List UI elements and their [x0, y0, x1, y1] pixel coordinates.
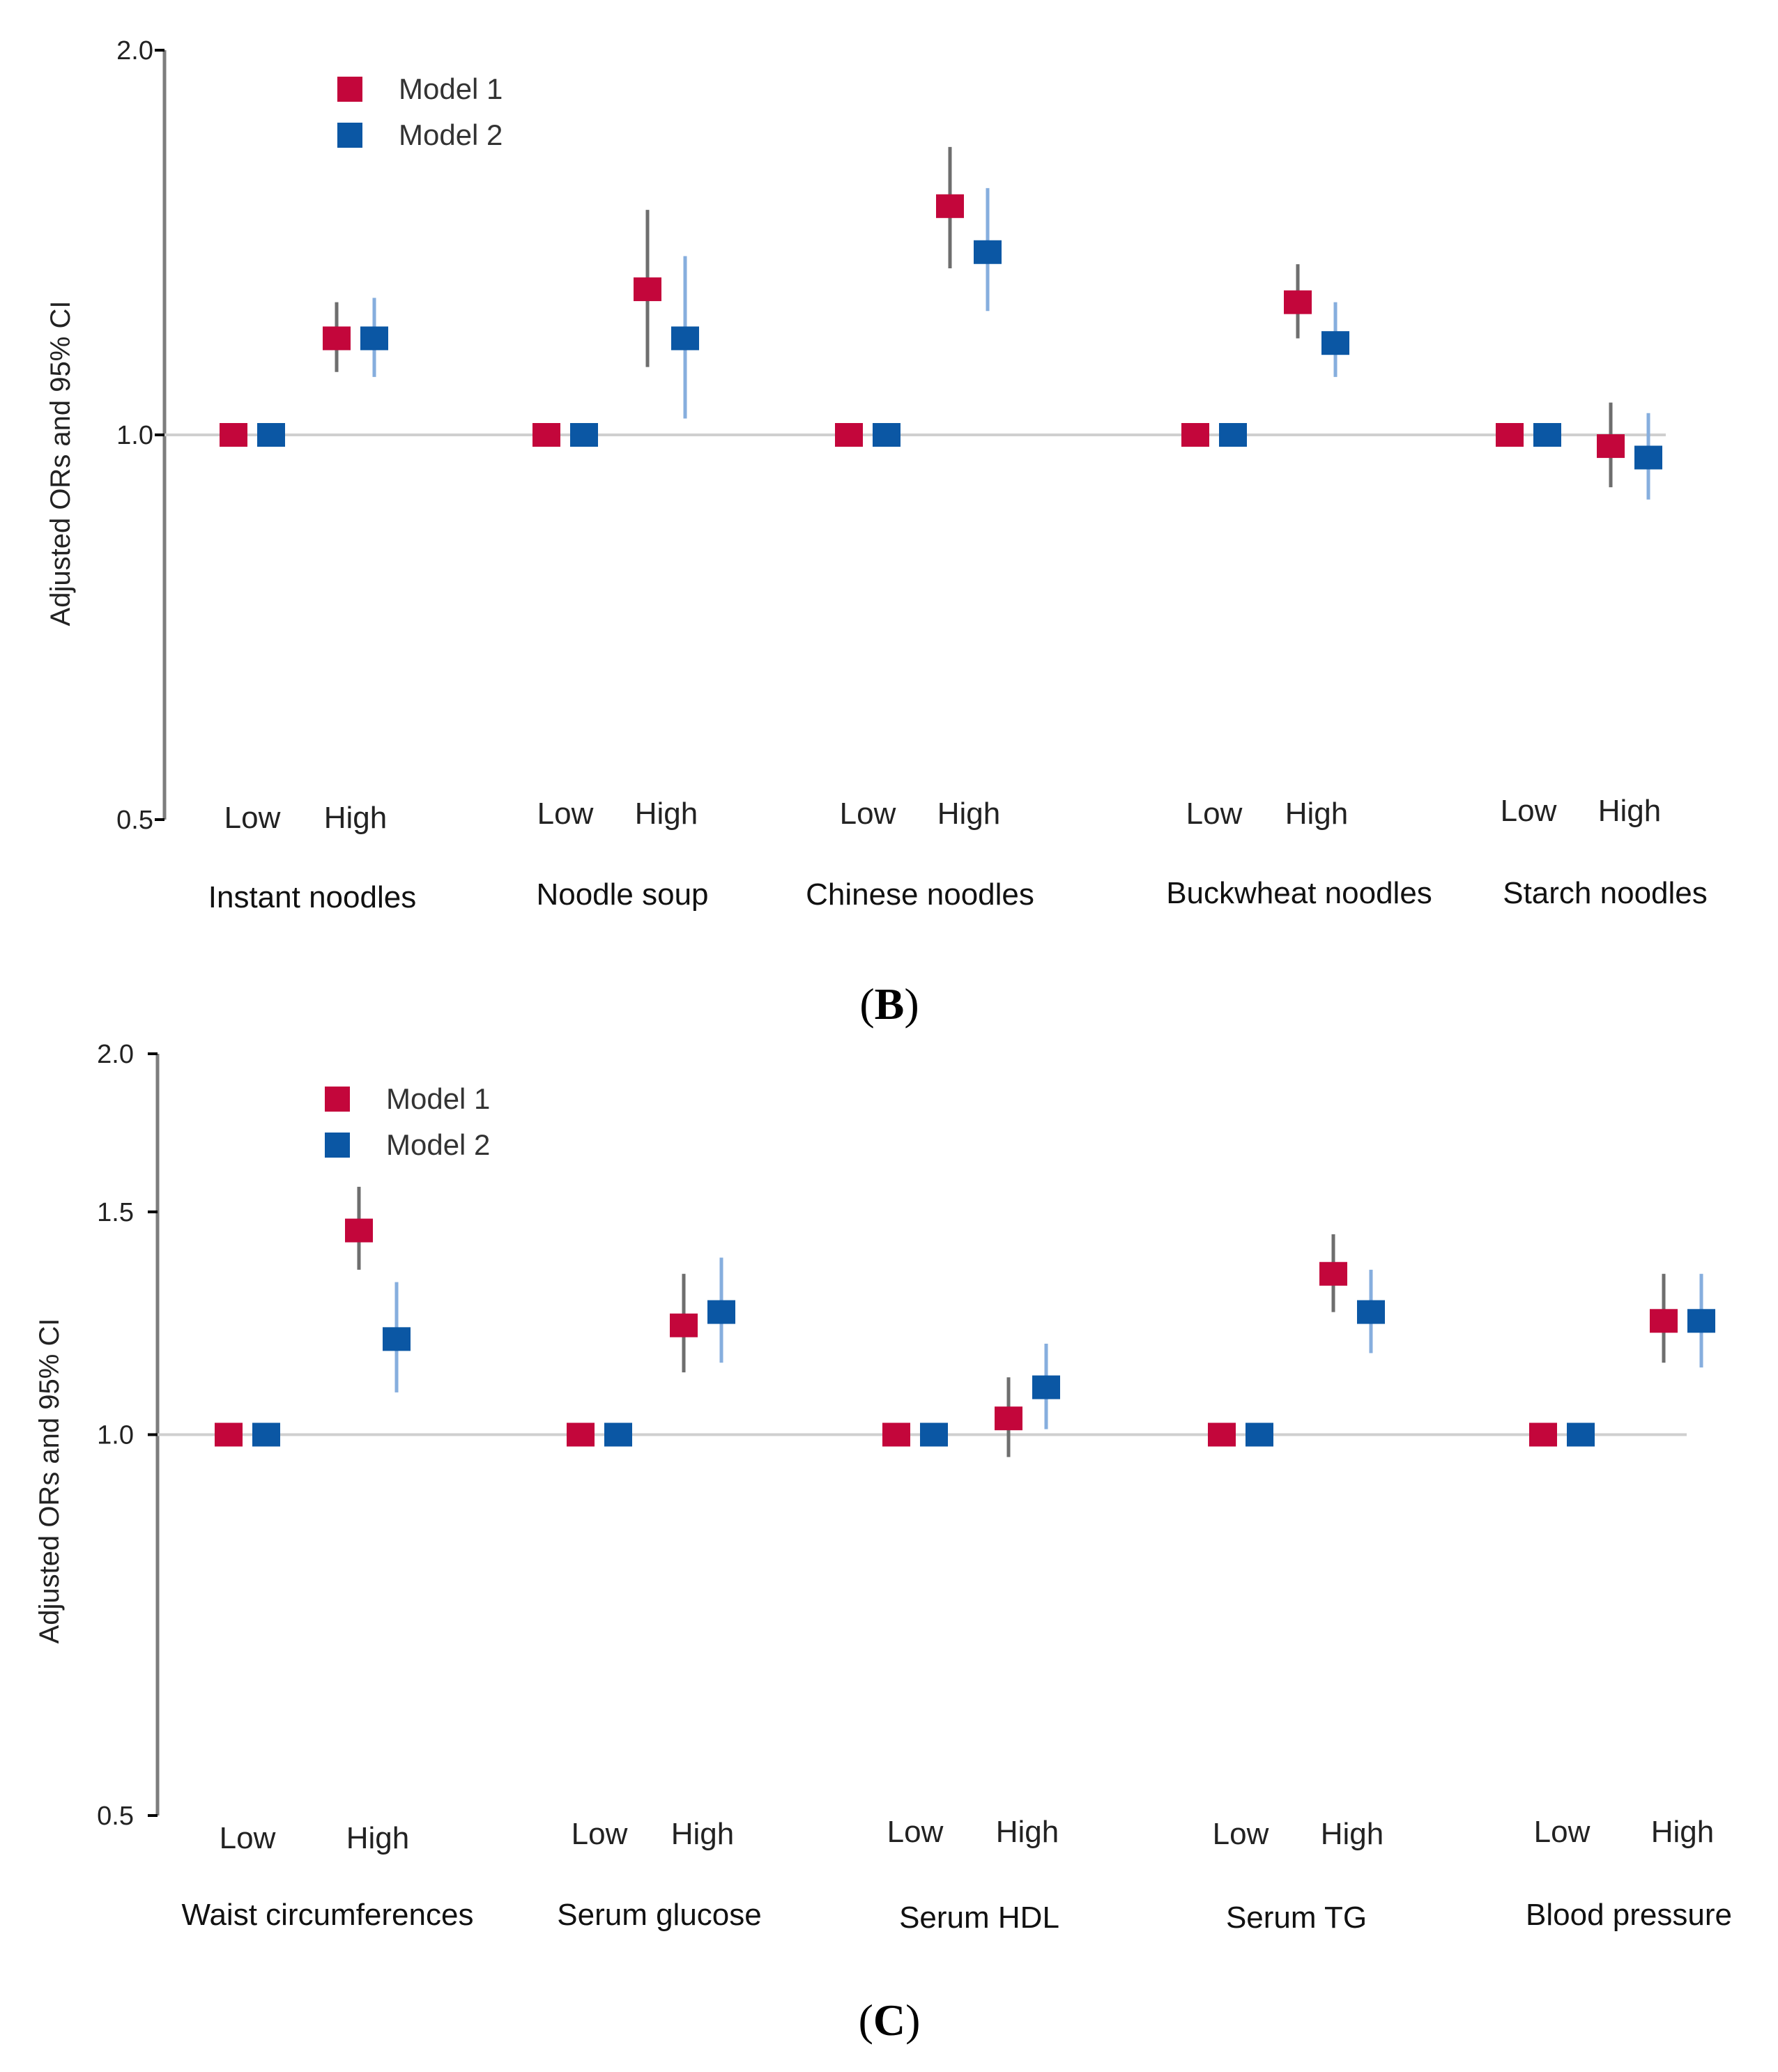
c-group-label-serum-tg: Serum TG: [1226, 1901, 1367, 1935]
b-group-label-buckwheat-noodles: Buckwheat noodles: [1166, 876, 1432, 910]
b-buckwheat-noodles-low-model-1-marker: [1181, 423, 1209, 447]
b-instant-noodles-level-label-low: Low: [224, 801, 281, 835]
c-serum-glucose-low-model-2-marker: [604, 1422, 632, 1447]
b-buckwheat-noodles-level-label-high: High: [1285, 797, 1349, 831]
b-instant-noodles-high-model-2-marker: [360, 326, 388, 351]
c-legend-label-model-1: Model 1: [386, 1082, 490, 1115]
b-noodle-soup-low-model-1-marker: [532, 423, 560, 447]
c-group-label-waist-circumferences: Waist circumferences: [182, 1898, 474, 1932]
b-group-label-starch-noodles: Starch noodles: [1503, 876, 1708, 910]
c-serum-tg-low-model-1-marker: [1208, 1422, 1236, 1447]
b-noodle-soup-high-model-1-marker: [634, 277, 661, 302]
b-starch-noodles-high-model-1-marker: [1597, 434, 1625, 459]
c-serum-tg-high-model-1-marker: [1319, 1261, 1347, 1286]
c-blood-pressure-low-model-1-marker: [1529, 1422, 1557, 1447]
b-buckwheat-noodles-low-model-2-marker: [1219, 423, 1247, 447]
b-chinese-noodles-level-label-high: High: [937, 797, 1001, 831]
c-serum-tg-low-model-2-marker: [1246, 1422, 1273, 1447]
b-noodle-soup-high-model-2-marker: [671, 326, 699, 351]
c-serum-hdl-low-model-2-marker: [920, 1422, 948, 1447]
b-chinese-noodles-high-model-1-marker: [936, 194, 964, 218]
b-legend-label-model-2: Model 2: [399, 118, 503, 151]
b-y-tick-label-1-0: 1.0: [116, 421, 153, 450]
c-serum-tg-level-label-low: Low: [1213, 1817, 1269, 1851]
b-group-label-noodle-soup: Noodle soup: [536, 877, 708, 912]
b-chinese-noodles-low-model-1-marker: [835, 423, 863, 447]
c-blood-pressure-level-label-high: High: [1651, 1815, 1715, 1849]
b-y-axis-title: Adjusted ORs and 95% CI: [45, 301, 76, 627]
b-buckwheat-noodles-high-model-2-marker: [1321, 331, 1349, 355]
b-legend-swatch-model-1: [337, 77, 362, 102]
b-noodle-soup-level-label-low: Low: [537, 797, 594, 831]
c-y-tick-label-2-0: 2.0: [97, 1040, 134, 1069]
c-y-axis-title: Adjusted ORs and 95% CI: [34, 1319, 65, 1644]
c-legend-label-model-2: Model 2: [386, 1128, 490, 1161]
c-legend-swatch-model-2: [325, 1133, 350, 1158]
b-starch-noodles-low-model-2-marker: [1533, 423, 1561, 447]
b-buckwheat-noodles-level-label-low: Low: [1186, 797, 1243, 831]
b-instant-noodles-high-model-1-marker: [323, 326, 351, 351]
c-waist-circumferences-low-model-2-marker: [252, 1422, 280, 1447]
b-legend-swatch-model-2: [337, 123, 362, 148]
c-serum-hdl-level-label-high: High: [996, 1815, 1059, 1849]
b-instant-noodles-low-model-2-marker: [257, 423, 285, 447]
panel-c-label: (C): [859, 1995, 921, 2045]
b-instant-noodles-level-label-high: High: [324, 801, 388, 835]
c-waist-circumferences-level-label-low: Low: [220, 1821, 276, 1855]
c-waist-circumferences-high-model-2-marker: [383, 1327, 411, 1351]
c-blood-pressure-high-model-1-marker: [1650, 1309, 1678, 1333]
c-blood-pressure-level-label-low: Low: [1534, 1815, 1591, 1849]
b-starch-noodles-level-label-high: High: [1598, 794, 1662, 828]
c-group-label-serum-glucose: Serum glucose: [557, 1898, 761, 1932]
c-serum-glucose-low-model-1-marker: [567, 1422, 595, 1447]
b-instant-noodles-low-model-1-marker: [220, 423, 247, 447]
b-y-tick-label-0-5: 0.5: [116, 806, 153, 835]
c-serum-hdl-level-label-low: Low: [887, 1815, 944, 1849]
c-y-tick-label-1-0: 1.0: [97, 1421, 134, 1450]
c-legend-swatch-model-1: [325, 1087, 350, 1112]
c-serum-hdl-high-model-2-marker: [1032, 1375, 1060, 1399]
b-starch-noodles-level-label-low: Low: [1501, 794, 1557, 828]
b-noodle-soup-low-model-2-marker: [570, 423, 598, 447]
c-serum-hdl-low-model-1-marker: [882, 1422, 910, 1447]
b-chinese-noodles-level-label-low: Low: [840, 797, 896, 831]
b-buckwheat-noodles-high-model-1-marker: [1284, 290, 1312, 314]
c-serum-hdl-high-model-1-marker: [995, 1406, 1022, 1431]
c-group-label-blood-pressure: Blood pressure: [1526, 1898, 1732, 1932]
b-noodle-soup-level-label-high: High: [635, 797, 698, 831]
c-group-label-serum-hdl: Serum HDL: [899, 1901, 1059, 1935]
c-serum-glucose-high-model-2-marker: [707, 1300, 735, 1324]
c-blood-pressure-low-model-2-marker: [1567, 1422, 1595, 1447]
c-serum-tg-level-label-high: High: [1321, 1817, 1384, 1851]
b-legend-label-model-1: Model 1: [399, 72, 503, 105]
panel-b-chart: 0.5 1.0 2.0 Adjusted ORs and 95% CI Model 1 M…: [45, 36, 1708, 914]
c-serum-tg-high-model-2-marker: [1357, 1300, 1385, 1324]
c-serum-glucose-high-model-1-marker: [670, 1313, 698, 1337]
b-group-label-chinese-noodles: Chinese noodles: [806, 877, 1034, 912]
c-blood-pressure-high-model-2-marker: [1687, 1309, 1715, 1333]
b-chinese-noodles-high-model-2-marker: [974, 240, 1002, 264]
b-y-tick-label-2-0: 2.0: [116, 36, 153, 66]
panel-c-chart: 0.5 1.0 1.5 2.0 Adjusted ORs and 95% CI Model…: [34, 1040, 1732, 1935]
b-starch-noodles-high-model-2-marker: [1634, 445, 1662, 470]
c-waist-circumferences-low-model-1-marker: [215, 1422, 243, 1447]
c-serum-glucose-level-label-low: Low: [572, 1817, 628, 1851]
c-waist-circumferences-level-label-high: High: [346, 1821, 410, 1855]
panel-b-label: (B): [859, 979, 919, 1029]
b-starch-noodles-low-model-1-marker: [1496, 423, 1524, 447]
b-group-label-instant-noodles: Instant noodles: [208, 880, 416, 914]
b-chinese-noodles-low-model-2-marker: [873, 423, 901, 447]
c-y-tick-label-1-5: 1.5: [97, 1198, 134, 1227]
c-serum-glucose-level-label-high: High: [671, 1817, 735, 1851]
c-waist-circumferences-high-model-1-marker: [345, 1218, 373, 1243]
c-y-tick-label-0-5: 0.5: [97, 1802, 134, 1831]
